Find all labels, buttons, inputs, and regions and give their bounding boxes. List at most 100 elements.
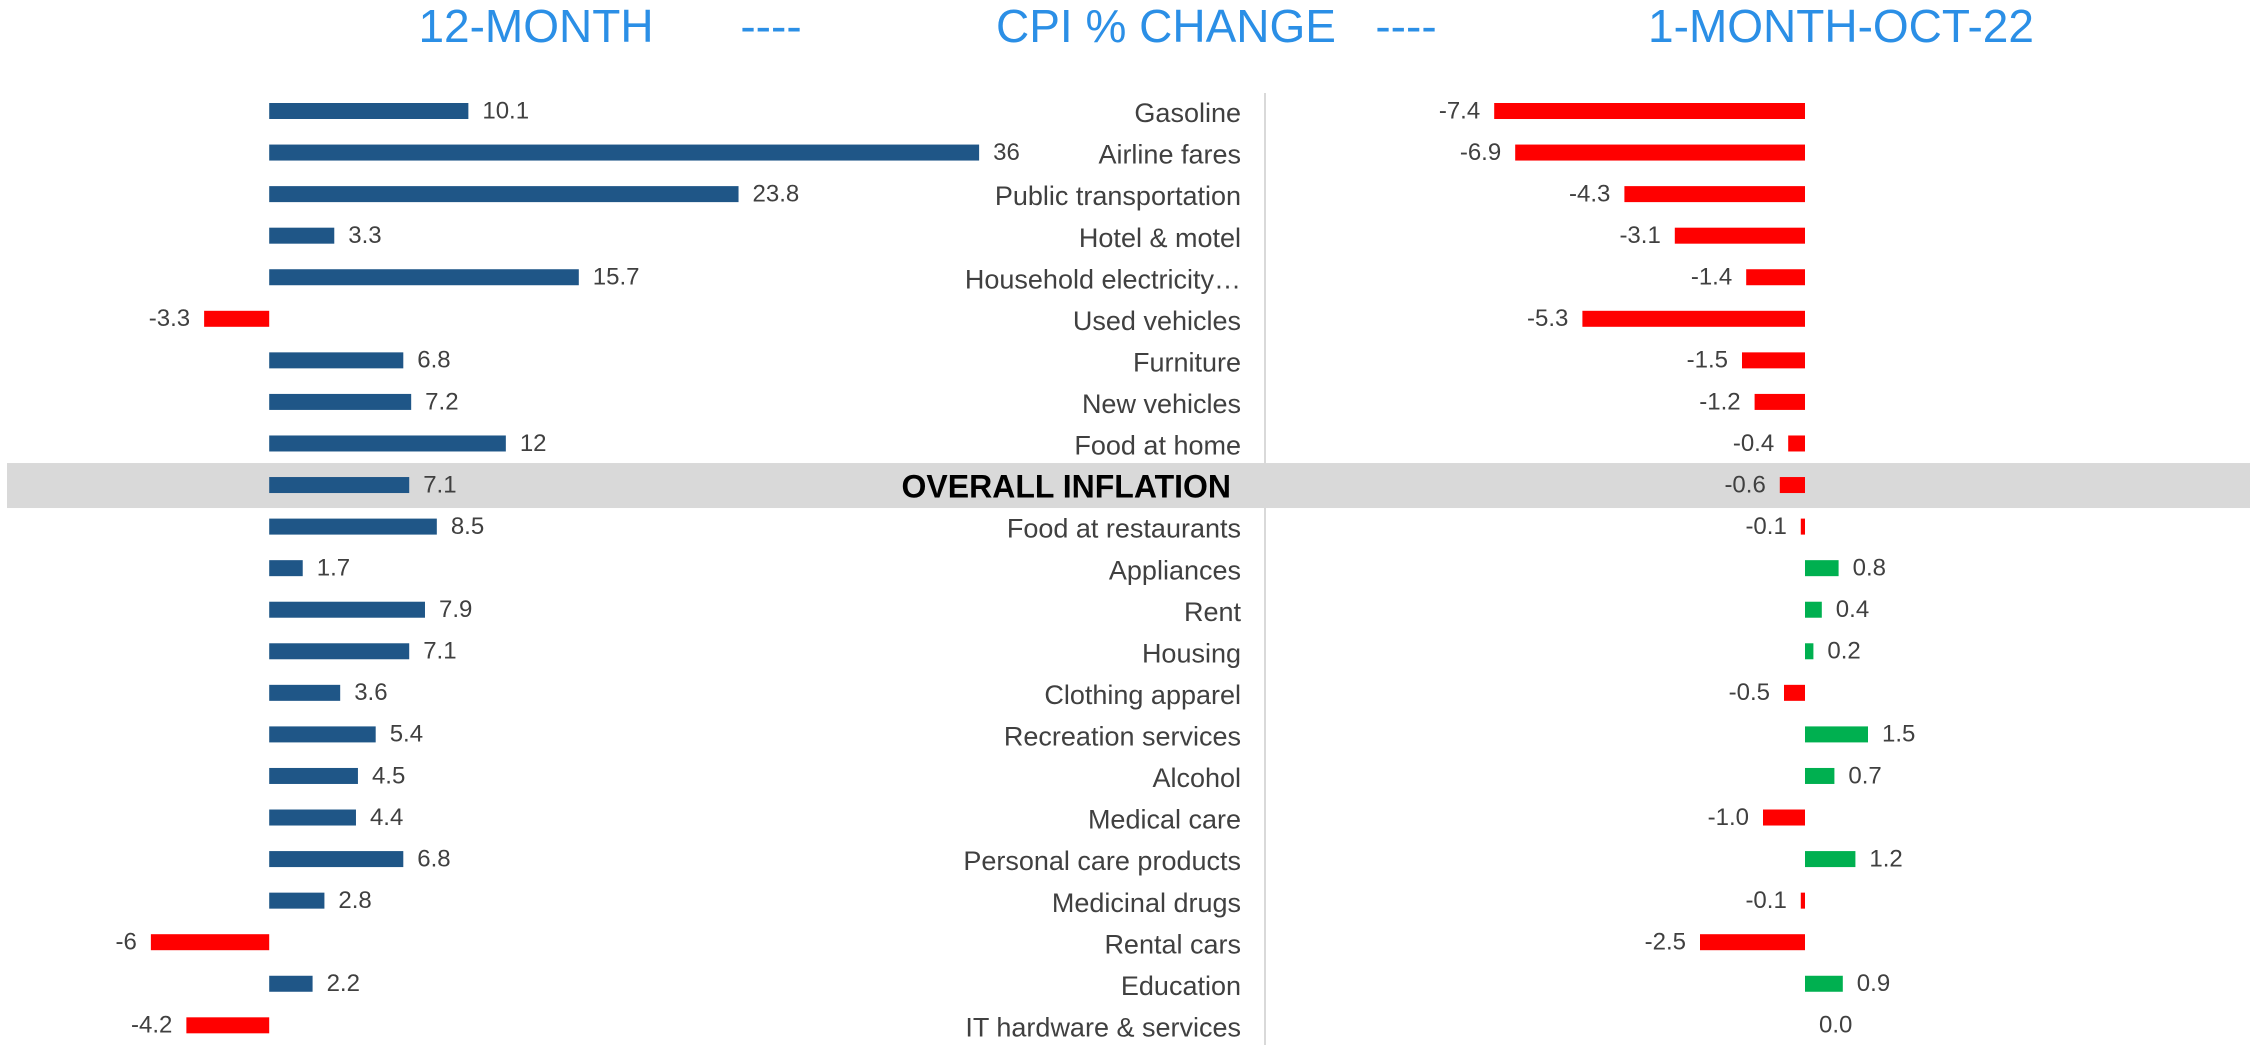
bar xyxy=(1805,975,1843,992)
bar xyxy=(1624,186,1805,203)
category-label: Public transportation xyxy=(995,181,1241,211)
bar xyxy=(1805,643,1814,660)
category-label: Gasoline xyxy=(1134,98,1241,128)
bar xyxy=(269,851,404,868)
value-label: -3.1 xyxy=(1619,222,1660,249)
bar xyxy=(1800,518,1805,535)
category-label: Personal care products xyxy=(963,846,1241,876)
category-label: Hotel & motel xyxy=(1079,223,1241,253)
value-label: -0.6 xyxy=(1724,471,1765,498)
value-label: 0.4 xyxy=(1836,596,1869,623)
bar xyxy=(269,435,506,452)
value-label: -1.5 xyxy=(1687,347,1728,374)
bar xyxy=(1784,684,1805,701)
category-label: Food at restaurants xyxy=(1007,514,1241,544)
chart-title: 12-MONTH xyxy=(418,0,653,52)
bar xyxy=(269,227,335,244)
value-label: -5.3 xyxy=(1527,305,1568,332)
value-label: -0.4 xyxy=(1733,430,1774,457)
value-label: 10.1 xyxy=(482,97,529,124)
value-label: 8.5 xyxy=(451,513,484,540)
value-label: -0.5 xyxy=(1729,679,1770,706)
value-label: 7.1 xyxy=(423,471,456,498)
bar xyxy=(1746,269,1805,286)
value-label: 1.5 xyxy=(1882,721,1915,748)
chart-title: ---- xyxy=(1375,0,1436,52)
value-label: 5.4 xyxy=(390,721,423,748)
value-label: -0.1 xyxy=(1745,513,1786,540)
value-label: -1.4 xyxy=(1691,264,1732,291)
value-label: -7.4 xyxy=(1439,97,1480,124)
bar xyxy=(1763,809,1805,826)
value-label: 0.8 xyxy=(1853,555,1886,582)
value-label: 15.7 xyxy=(593,264,640,291)
value-label: 7.1 xyxy=(423,638,456,665)
value-label: 2.2 xyxy=(327,970,360,997)
value-label: -6 xyxy=(116,929,137,956)
value-label: 3.6 xyxy=(354,679,387,706)
category-label: Rental cars xyxy=(1104,929,1241,959)
bar xyxy=(269,186,739,203)
bar xyxy=(1805,601,1822,618)
value-label: 6.8 xyxy=(417,347,450,374)
value-label: -1.2 xyxy=(1699,388,1740,415)
bar xyxy=(1754,393,1805,410)
category-label: Medicinal drugs xyxy=(1052,888,1241,918)
category-label: Medical care xyxy=(1088,805,1241,835)
bar xyxy=(269,269,579,286)
value-label: -0.1 xyxy=(1745,887,1786,914)
bar xyxy=(1494,103,1805,119)
bar xyxy=(204,310,270,327)
chart-title: ---- xyxy=(740,0,801,52)
category-label: New vehicles xyxy=(1082,389,1241,419)
bar xyxy=(269,809,356,826)
value-label: 0.0 xyxy=(1819,1012,1852,1039)
value-label: -4.2 xyxy=(131,1012,172,1039)
bar xyxy=(269,144,980,161)
value-label: 4.4 xyxy=(370,804,403,831)
category-label: IT hardware & services xyxy=(965,1012,1241,1042)
bar xyxy=(186,1017,270,1034)
category-label: Rent xyxy=(1184,597,1242,627)
value-label: 3.3 xyxy=(348,222,381,249)
bar xyxy=(269,643,410,660)
category-label: Airline fares xyxy=(1098,140,1241,170)
value-label: 12 xyxy=(520,430,547,457)
bar xyxy=(1582,310,1805,327)
bar xyxy=(269,892,325,909)
chart-title: 1-MONTH-OCT-22 xyxy=(1648,0,2034,52)
value-label: 36 xyxy=(993,139,1020,166)
bar xyxy=(269,684,341,701)
bar xyxy=(269,477,410,494)
value-label: 23.8 xyxy=(753,180,800,207)
bar xyxy=(269,103,469,119)
value-label: 6.8 xyxy=(417,845,450,872)
value-label: 0.2 xyxy=(1827,638,1860,665)
value-label: -2.5 xyxy=(1645,929,1686,956)
value-label: -3.3 xyxy=(149,305,190,332)
bar xyxy=(1800,892,1805,909)
value-label: 1.2 xyxy=(1869,845,1902,872)
category-label: Household electricity… xyxy=(965,264,1241,294)
bar xyxy=(269,560,303,577)
bar xyxy=(1805,726,1868,743)
bar xyxy=(1805,560,1839,577)
bar xyxy=(150,934,270,951)
bar xyxy=(1674,227,1805,244)
category-label: Housing xyxy=(1142,638,1241,668)
value-label: 7.9 xyxy=(439,596,472,623)
category-label: Furniture xyxy=(1133,347,1241,377)
bar xyxy=(269,393,412,410)
bar xyxy=(269,518,437,535)
bar xyxy=(1805,851,1856,868)
value-label: 0.9 xyxy=(1857,970,1890,997)
category-label: OVERALL INFLATION xyxy=(902,468,1231,504)
bar xyxy=(269,975,313,992)
category-label: Clothing apparel xyxy=(1044,680,1241,710)
bar xyxy=(1788,435,1805,452)
value-label: -1.0 xyxy=(1708,804,1749,831)
category-label: Food at home xyxy=(1074,431,1241,461)
value-label: -6.9 xyxy=(1460,139,1501,166)
value-label: 0.7 xyxy=(1848,762,1881,789)
